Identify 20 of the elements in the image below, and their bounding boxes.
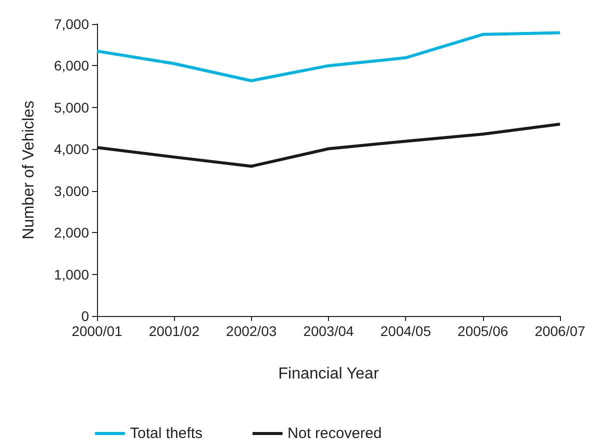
y-tick-label: 5,000 [54,99,90,116]
line-series [96,31,562,82]
x-tick-label: 2003/04 [303,323,354,339]
legend-label: Not recovered [288,425,382,442]
x-tick-label: 2001/02 [148,323,200,339]
y-tick-label: 7,000 [54,16,90,32]
y-tick-label: 3,000 [54,182,90,199]
y-tick-label: 4,000 [54,141,90,158]
y-tick-label: 2,000 [54,224,90,241]
y-axis-title: Number of Vehicles [20,100,38,240]
y-tick-label: 0 [81,308,90,324]
legend-label: Total thefts [130,425,203,442]
x-axis-title: Financial Year [278,366,380,382]
x-tick-label: 2005/06 [458,323,508,339]
x-tick-label: 2004/05 [380,323,432,339]
y-tick-label: 6,000 [54,58,90,74]
x-tick-label: 2000/01 [72,323,123,339]
x-tick-label: 2006/07 [534,323,586,339]
x-tick-label: 2002/03 [226,323,277,339]
y-tick-label: 1,000 [54,266,90,282]
